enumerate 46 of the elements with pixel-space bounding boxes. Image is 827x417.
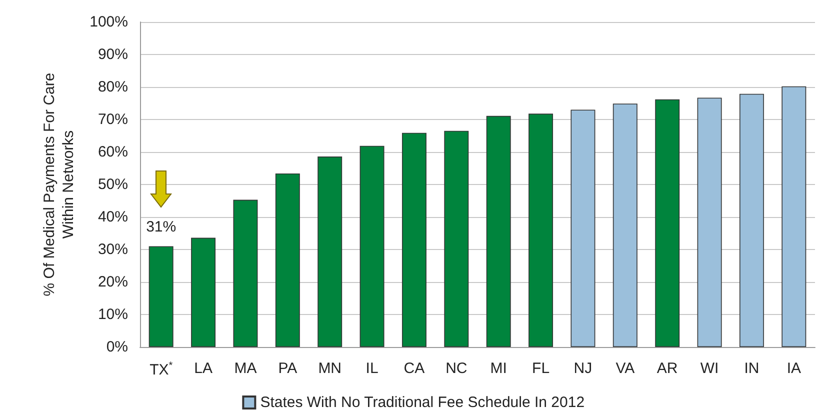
y-tick-label: 60%	[98, 144, 128, 160]
x-tick-label: NJ	[574, 360, 592, 377]
bar	[528, 114, 554, 347]
bar	[233, 200, 258, 347]
bar	[275, 173, 300, 347]
y-tick-label: 40%	[98, 208, 128, 226]
y-tick-label: 80%	[98, 78, 128, 96]
y-tick-label: 0%	[106, 338, 128, 356]
x-tick-label: WI	[700, 360, 719, 377]
bar	[486, 116, 511, 347]
y-tick-label: 100%	[90, 14, 128, 30]
x-tick-label: TX*	[150, 360, 173, 378]
x-tick-label: MA	[234, 360, 257, 377]
x-tick-label: NC	[446, 360, 468, 377]
bar	[655, 99, 680, 347]
y-tick-label: 20%	[98, 274, 128, 290]
y-tick-label: 50%	[98, 176, 128, 193]
x-tick-label: IL	[366, 360, 378, 377]
bar	[360, 146, 384, 347]
bar	[191, 238, 216, 347]
x-tick-label: CA	[404, 360, 425, 377]
y-tick-label: 90%	[98, 46, 128, 63]
x-tick-label: LA	[194, 360, 212, 377]
x-tick-label: VA	[616, 360, 635, 377]
annotation: 31%	[146, 218, 176, 236]
x-tick-label: PA	[278, 360, 298, 377]
bar	[444, 130, 469, 347]
x-tick-label: AR	[656, 360, 678, 377]
bar	[402, 132, 426, 347]
bar	[570, 110, 596, 347]
x-tick-label: FL	[532, 360, 550, 377]
x-tick-label: IN	[744, 360, 760, 377]
legend-label: States With No Traditional Fee Schedule In 2012	[260, 394, 585, 411]
x-tick-label: MN	[318, 360, 342, 377]
bar	[782, 86, 806, 347]
bar	[697, 98, 722, 347]
y-tick-label: 10%	[98, 306, 128, 323]
y-axis-title: % Of Medical Payments For Care Within Networks	[41, 72, 77, 296]
bar	[148, 246, 174, 347]
y-tick-label: 70%	[98, 111, 128, 128]
x-tick-label: IA	[786, 360, 801, 377]
bar	[739, 94, 764, 347]
x-tick-label: MI	[490, 360, 507, 377]
bar	[612, 104, 638, 347]
y-tick-label: 30%	[98, 241, 128, 258]
bar	[318, 156, 342, 347]
